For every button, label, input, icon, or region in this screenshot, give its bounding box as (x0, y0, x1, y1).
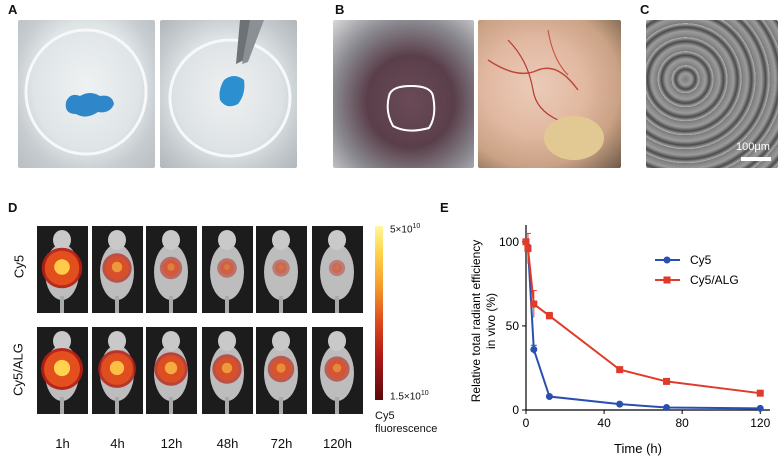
subcutaneous-injection-photo (333, 20, 474, 168)
x-tick-label: 120 (750, 416, 770, 430)
x-axis-label: Time (h) (614, 441, 662, 456)
colorbar-max-label: 5×1010 (390, 223, 421, 236)
data-point (530, 300, 538, 308)
y-tick-label: 0 (512, 403, 519, 417)
data-point (663, 403, 671, 411)
panel-letter-a: A (8, 2, 18, 17)
time-label: 12h (160, 436, 183, 451)
blue-gel-blob (24, 28, 148, 156)
x-tick-label: 80 (675, 416, 689, 430)
legend-marker (663, 276, 671, 284)
scalebar-label: 100μm (736, 141, 770, 153)
mouse-image (37, 327, 88, 414)
petri-dish-photo-2 (160, 20, 297, 168)
blood-vessels-and-gel (487, 29, 604, 160)
petri-dish-photo-1 (18, 20, 155, 168)
data-point (616, 400, 624, 408)
data-point (756, 389, 764, 397)
y-tick-label: 100 (499, 235, 519, 249)
data-point (663, 377, 671, 385)
colorbar-min-label: 1.5×1010 (390, 390, 429, 403)
data-point (545, 393, 553, 401)
row-label-cy5-alg: Cy5/ALG (10, 343, 26, 396)
series-line (525, 241, 761, 395)
panel-letter-c: C (640, 2, 650, 17)
time-label: 1h (55, 436, 70, 451)
mouse-image (256, 327, 307, 414)
legend-label: Cy5/ALG (690, 273, 739, 287)
mouse-image (146, 327, 197, 414)
time-label: 48h (216, 436, 239, 451)
data-point (545, 312, 553, 320)
fluorescence-colorbar (375, 226, 383, 400)
colorbar-title-1: Cy5 (375, 410, 395, 422)
data-point (522, 238, 530, 246)
legend-marker (663, 256, 671, 264)
time-label: 120h (323, 436, 352, 451)
y-axis-label-line1: Relative total radiant efficiency (469, 240, 483, 403)
panel-letter-d: D (8, 200, 18, 215)
hydrogel-in-vivo-photo (478, 20, 621, 168)
time-label: 72h (270, 436, 293, 451)
x-tick-label: 0 (523, 416, 530, 430)
colorbar-title-2: fluorescence (375, 423, 438, 435)
time-label: 4h (110, 436, 125, 451)
injection-site-outline (386, 84, 436, 132)
mouse-image (256, 226, 307, 313)
mouse-image (312, 327, 363, 414)
legend-label: Cy5 (690, 253, 712, 267)
mouse-image (312, 226, 363, 313)
y-axis-label-line2: in vivo (%) (484, 293, 498, 349)
mouse-image (202, 226, 253, 313)
row-label-cy5: Cy5 (11, 254, 27, 279)
forceps-with-gel (168, 20, 292, 158)
retention-line-chart: 0 40 80 120 0 50 100 Relative total radiant ef… (469, 225, 771, 456)
mouse-image (202, 327, 253, 414)
sem-micrograph: 100μm (646, 20, 778, 168)
y-tick-label: 50 (506, 319, 520, 333)
mouse-image (92, 226, 143, 313)
mouse-image (146, 226, 197, 313)
data-point (616, 366, 624, 374)
mouse-image (37, 226, 88, 313)
x-tick-label: 40 (597, 416, 611, 430)
data-point (530, 345, 538, 353)
panel-letter-e: E (440, 200, 449, 215)
panel-letter-b: B (335, 2, 345, 17)
scalebar-line (741, 157, 771, 161)
mouse-image (92, 327, 143, 414)
data-point (524, 245, 532, 253)
data-point (756, 404, 764, 412)
